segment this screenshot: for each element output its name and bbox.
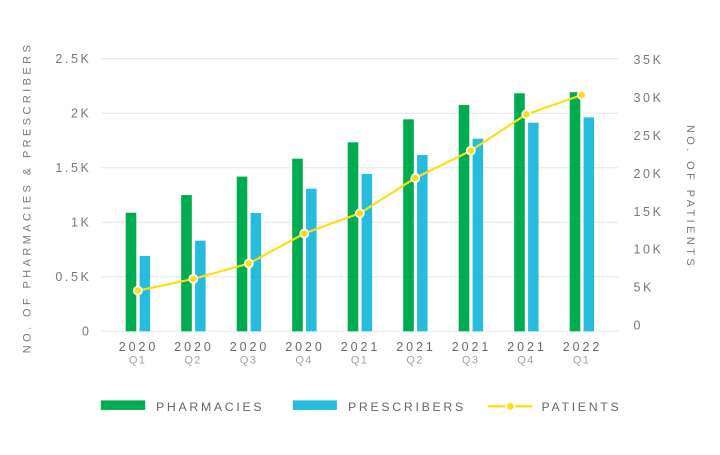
svg-text:NO. OF PATIENTS: NO. OF PATIENTS <box>684 125 696 269</box>
svg-text:Q4: Q4 <box>517 355 534 367</box>
svg-text:2021: 2021 <box>341 340 380 354</box>
svg-text:0.5K: 0.5K <box>55 270 91 284</box>
svg-text:15K: 15K <box>634 205 664 219</box>
svg-text:Q3: Q3 <box>240 355 257 367</box>
svg-text:2021: 2021 <box>507 340 546 354</box>
svg-text:2020: 2020 <box>285 340 324 354</box>
svg-text:Q1: Q1 <box>573 355 590 367</box>
svg-text:2K: 2K <box>71 106 92 120</box>
svg-text:Q4: Q4 <box>295 355 312 367</box>
svg-text:0: 0 <box>634 319 644 333</box>
svg-text:NO. OF PHARMACIES & PRESCRIBER: NO. OF PHARMACIES & PRESCRIBERS <box>22 42 34 353</box>
svg-text:30K: 30K <box>634 91 664 105</box>
svg-text:2021: 2021 <box>396 340 435 354</box>
svg-text:2020: 2020 <box>230 340 269 354</box>
svg-text:Q3: Q3 <box>462 355 479 367</box>
svg-text:35K: 35K <box>634 53 664 67</box>
svg-text:5K: 5K <box>634 281 655 295</box>
svg-text:2021: 2021 <box>452 340 491 354</box>
svg-text:PHARMACIES: PHARMACIES <box>156 400 264 414</box>
svg-text:Q2: Q2 <box>184 355 201 367</box>
svg-text:1K: 1K <box>71 215 92 229</box>
svg-text:1.5K: 1.5K <box>55 161 91 175</box>
svg-text:2020: 2020 <box>174 340 213 354</box>
svg-text:PATIENTS: PATIENTS <box>542 400 622 414</box>
svg-text:10K: 10K <box>634 243 664 257</box>
svg-text:Q1: Q1 <box>129 355 146 367</box>
svg-text:25K: 25K <box>634 129 664 143</box>
svg-text:2.5K: 2.5K <box>55 52 91 66</box>
svg-text:Q2: Q2 <box>406 355 423 367</box>
svg-text:2020: 2020 <box>119 340 158 354</box>
svg-text:20K: 20K <box>634 167 664 181</box>
svg-text:Q1: Q1 <box>351 355 368 367</box>
svg-text:2022: 2022 <box>563 340 602 354</box>
svg-text:0: 0 <box>82 324 92 338</box>
svg-text:PRESCRIBERS: PRESCRIBERS <box>348 400 466 414</box>
